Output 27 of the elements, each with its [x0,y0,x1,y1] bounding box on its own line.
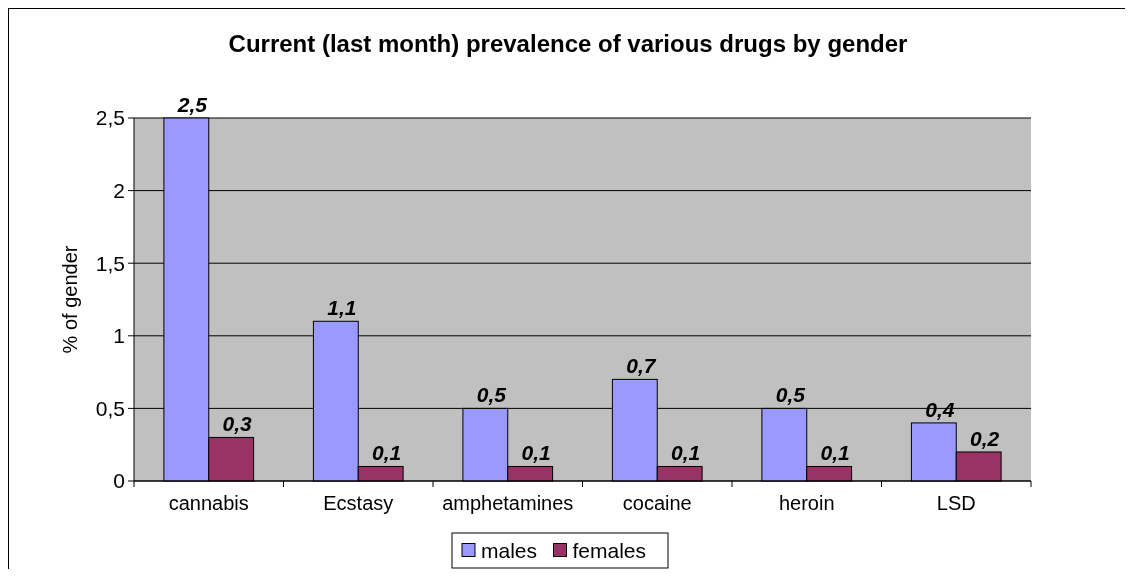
chart-title: Current (last month) prevalence of various drugs by gender [228,30,908,57]
data-label: 0,7 [626,354,657,378]
x-tick-label: cocaine [622,492,692,514]
x-tick-label: heroin [778,492,835,514]
data-label: 0,2 [970,426,1000,450]
y-tick-label: 1,5 [95,251,125,275]
x-tick-label: amphetamines [442,492,574,514]
legend-label: females [572,538,647,562]
x-tick-label: LSD [936,492,976,514]
y-tick-label: 2,5 [95,106,125,130]
data-label: 0,1 [820,441,850,465]
y-axis-title: % of gender [59,245,81,354]
x-tick-label: cannabis [168,492,249,514]
data-label: 0,1 [521,441,551,465]
y-tick-label: 2 [113,178,125,202]
data-label: 2,5 [176,93,208,116]
data-label: 0,3 [222,412,253,436]
y-tick-label: 0 [113,469,125,493]
legend-label: males [481,538,538,562]
y-tick-label: 1 [113,324,125,348]
data-label: 0,1 [372,441,402,465]
data-label: 1,1 [327,296,357,320]
data-label: 0,5 [775,383,806,407]
x-tick-label: Ecstasy [323,492,394,514]
data-label: 0,1 [671,441,701,465]
data-label: 0,5 [476,383,507,407]
y-tick-label: 0,5 [95,396,125,420]
